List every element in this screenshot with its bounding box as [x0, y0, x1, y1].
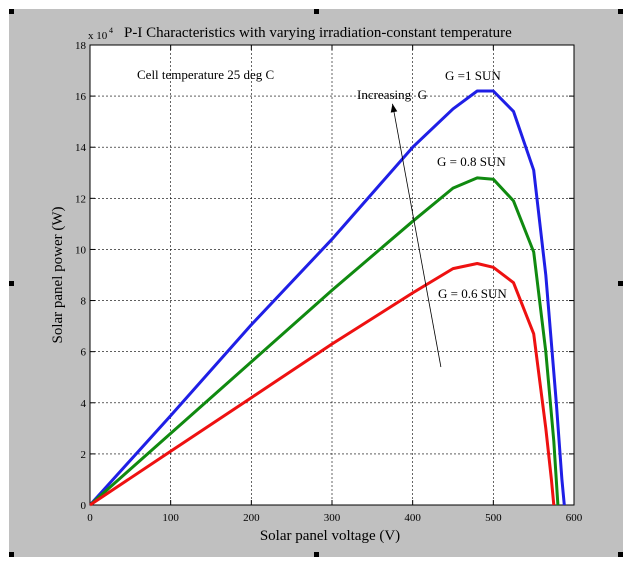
y-tick-label: 6: [81, 347, 87, 359]
series-line-0: [88, 89, 566, 507]
selection-handles: [9, 9, 623, 557]
handle-top-left[interactable]: [9, 9, 14, 14]
x-tick-label: 500: [485, 512, 502, 524]
cell-temperature-annotation: Cell temperature 25 deg C: [137, 67, 274, 82]
chart-title: P-I Characteristics with varying irradia…: [124, 25, 512, 41]
y-tick-label: 4: [81, 398, 87, 410]
x-tick-label: 0: [87, 512, 93, 524]
handle-mid-left[interactable]: [9, 281, 14, 286]
handle-top-right[interactable]: [618, 9, 623, 14]
y-tick-label: 14: [75, 142, 87, 154]
y-tick-label: 8: [81, 296, 87, 308]
x-tick-label: 200: [243, 512, 260, 524]
y-tick-label: 16: [75, 91, 87, 103]
y-multiplier-label: x 10: [88, 30, 108, 42]
y-tick-label: 12: [75, 193, 86, 205]
x-tick-label: 300: [324, 512, 341, 524]
handle-top-mid[interactable]: [314, 9, 319, 14]
series-layer: [88, 89, 566, 507]
y-axis-title: Solar panel power (W): [50, 206, 66, 343]
x-axis-title: Solar panel voltage (V): [260, 528, 400, 544]
annotation-layer: [390, 103, 442, 368]
y-tick-label: 0: [81, 500, 87, 512]
series-line-2: [89, 262, 556, 507]
x-tick-label: 100: [162, 512, 179, 524]
axis-ticks: 0 100 200 300 400 500 600 0 2 4 6 8 10 12 14 16 18: [75, 40, 583, 524]
y-multiplier-exponent: 4: [109, 26, 113, 35]
increasing-arrow-shaft: [392, 103, 442, 368]
x-tick-label: 400: [404, 512, 421, 524]
series-label-0-6sun: G = 0.6 SUN: [438, 286, 507, 301]
y-tick-label: 10: [75, 244, 87, 256]
increasing-arrow-head: [390, 103, 398, 113]
series-line-1: [89, 176, 560, 507]
handle-bottom-mid[interactable]: [314, 552, 319, 557]
handle-bottom-left[interactable]: [9, 552, 14, 557]
x-tick-label: 600: [566, 512, 583, 524]
increasing-g-annotation: Increasing G: [357, 87, 427, 102]
handle-mid-right[interactable]: [618, 281, 623, 286]
handle-bottom-right[interactable]: [618, 552, 623, 557]
y-tick-label: 2: [81, 449, 87, 461]
grid-lines: [90, 45, 574, 505]
series-label-0-8sun: G = 0.8 SUN: [437, 154, 506, 169]
y-tick-label: 18: [75, 40, 87, 52]
series-label-1sun: G =1 SUN: [445, 68, 501, 83]
